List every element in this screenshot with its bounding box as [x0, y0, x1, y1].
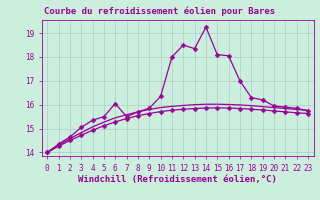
Text: Courbe du refroidissement éolien pour Bares: Courbe du refroidissement éolien pour Ba…	[44, 6, 276, 16]
X-axis label: Windchill (Refroidissement éolien,°C): Windchill (Refroidissement éolien,°C)	[78, 175, 277, 184]
